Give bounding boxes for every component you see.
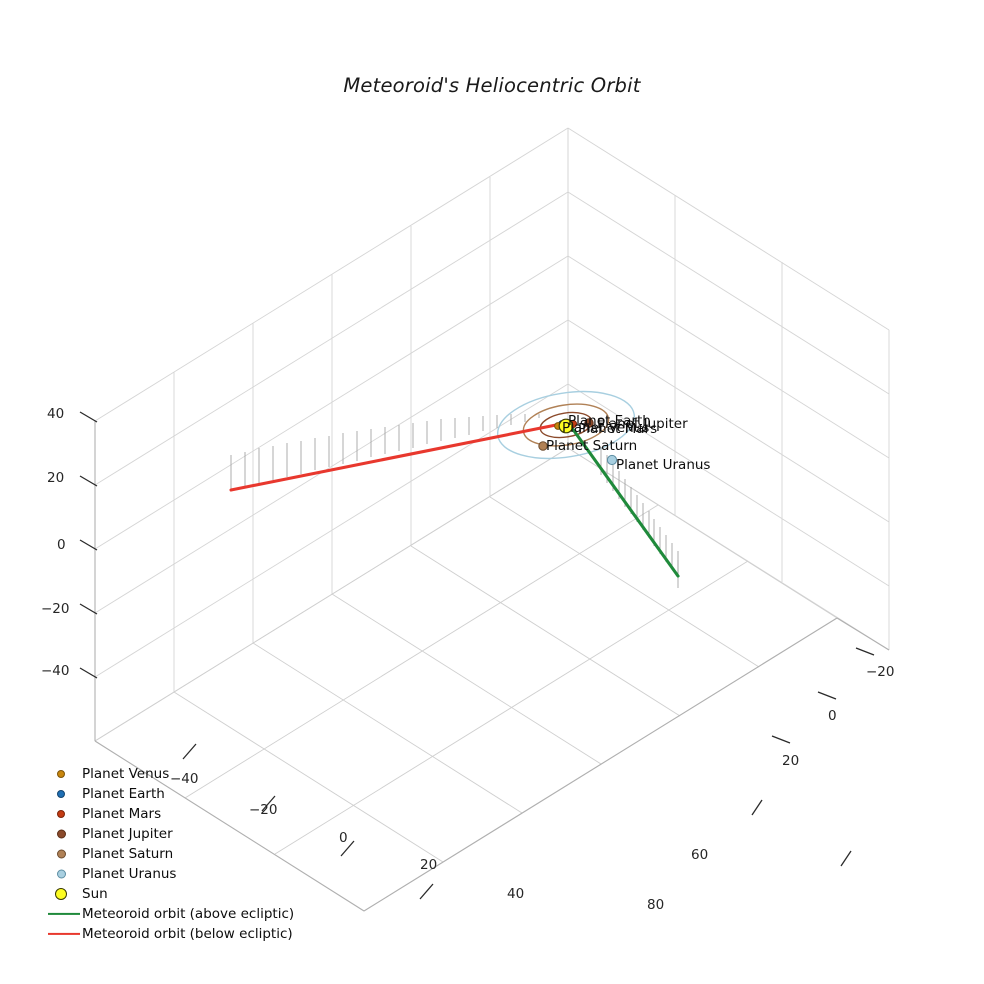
point-label-saturn: Planet Saturn [546,438,638,454]
y-tick-label: 20 [782,753,800,769]
point-label-mars: Planet Mars [578,421,658,437]
x-tick-label: 80 [647,897,665,913]
legend-label: Planet Saturn [82,846,174,862]
point-label-venus: Planet Venus [562,420,650,436]
marker-sun [558,418,574,434]
x-tick-label: 0 [339,830,348,846]
z-tick-label: 40 [47,406,65,422]
meteoroid-orbit-above-ecliptic [570,426,680,578]
legend-label: Planet Mars [82,806,162,822]
y-tick-label: 0 [828,708,837,724]
axis-spines [94,421,890,912]
legend-label: Planet Jupiter [82,826,173,842]
x-tick-label: 40 [507,886,525,902]
legend-item-sun: Sun [46,884,296,904]
legend-marker-uranus-icon [46,864,82,884]
point-label-uranus: Planet Uranus [616,457,711,473]
y-axis-ticks [771,647,875,744]
legend: Planet Venus Planet Earth Planet Mars Pl… [46,764,296,944]
z-tick-label: −40 [41,663,70,679]
x-axis-ticks [182,743,852,900]
legend-line-green-icon [46,904,82,924]
z-tick-label: −20 [41,601,70,617]
meteoroid-below-stems [230,414,540,490]
legend-label: Planet Uranus [82,866,177,882]
y-tick-label: −20 [866,664,895,680]
z-tick-label: 20 [47,470,65,486]
z-axis-ticks [79,411,98,679]
legend-label: Sun [82,886,108,902]
point-label-jupiter: Planet Jupiter [597,416,688,432]
legend-marker-venus-icon [46,764,82,784]
x-tick-label: −20 [249,802,278,818]
x-tick-label: 20 [420,857,438,873]
legend-line-red-icon [46,924,82,944]
marker-saturn [538,441,548,451]
x-tick-label: 60 [691,847,709,863]
legend-item-below-ecliptic: Meteoroid orbit (below ecliptic) [46,924,296,944]
point-label-earth: Planet Earth [568,413,651,429]
planet-markers [538,418,618,466]
legend-label: Meteoroid orbit (above ecliptic) [82,906,295,922]
legend-marker-saturn-icon [46,844,82,864]
legend-item-mars: Planet Mars [46,804,296,824]
legend-label: Meteoroid orbit (below ecliptic) [82,926,293,942]
marker-uranus [606,454,618,466]
meteoroid-orbit-below-ecliptic [229,422,563,492]
legend-item-venus: Planet Venus [46,764,296,784]
legend-marker-mars-icon [46,804,82,824]
legend-marker-sun-icon [46,884,82,904]
legend-marker-jupiter-icon [46,824,82,844]
legend-item-earth: Planet Earth [46,784,296,804]
legend-label: Planet Venus [82,766,170,782]
legend-item-saturn: Planet Saturn [46,844,296,864]
z-tick-label: 0 [57,537,66,553]
legend-marker-earth-icon [46,784,82,804]
legend-label: Planet Earth [82,786,165,802]
x-tick-label: −40 [170,771,199,787]
page-title: Meteoroid's Heliocentric Orbit [343,74,641,97]
axes-pane-right [567,127,890,651]
legend-item-above-ecliptic: Meteoroid orbit (above ecliptic) [46,904,296,924]
marker-jupiter [584,418,594,428]
legend-item-uranus: Planet Uranus [46,864,296,884]
legend-item-jupiter: Planet Jupiter [46,824,296,844]
